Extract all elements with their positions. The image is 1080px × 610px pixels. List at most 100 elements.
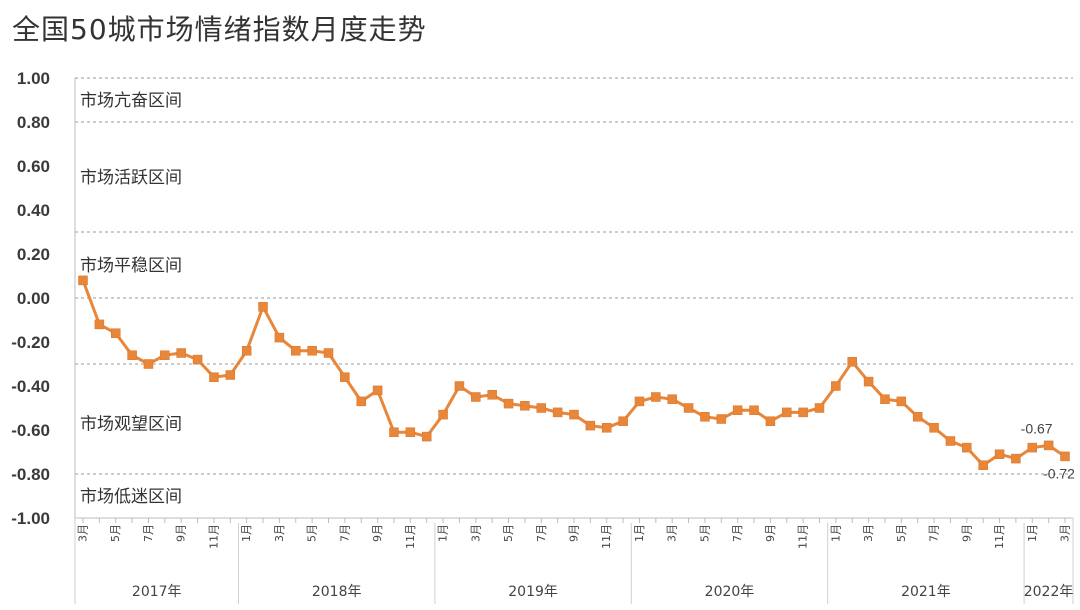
y-tick-label: 1.00 xyxy=(17,69,50,88)
data-label: -0.67 xyxy=(1021,420,1053,436)
x-tick-label: 7月 xyxy=(928,524,941,542)
y-tick-label: -1.00 xyxy=(11,509,50,528)
data-point xyxy=(389,427,399,437)
x-tick-label: 5月 xyxy=(698,524,711,542)
data-labels: -0.67 -0.72 xyxy=(1021,420,1075,481)
data-point xyxy=(847,357,857,367)
x-tick-label: 11月 xyxy=(404,524,417,549)
data-point xyxy=(814,403,825,413)
data-point xyxy=(209,372,219,382)
series xyxy=(78,275,1070,470)
y-tick-label: 0.80 xyxy=(17,113,50,132)
data-point xyxy=(1043,440,1054,451)
x-tick-label: 11月 xyxy=(600,524,613,549)
y-tick-label: -0.60 xyxy=(11,421,50,440)
y-tick-labels: 1.00 0.80 0.60 0.40 0.20 0.00 -0.20 -0.40 -0.60 -… xyxy=(11,69,50,528)
data-point xyxy=(1011,453,1021,464)
data-point xyxy=(1060,451,1070,462)
year-label: 2022年 xyxy=(1024,584,1074,600)
data-point xyxy=(192,354,203,365)
y-tick-label: 0.00 xyxy=(17,289,50,308)
x-tick-label: 3月 xyxy=(862,524,875,542)
year-label: 2019年 xyxy=(508,584,558,600)
data-point xyxy=(405,427,416,437)
data-point xyxy=(110,328,121,338)
x-tick-label: 11月 xyxy=(993,524,1006,549)
data-point xyxy=(356,396,366,407)
data-point xyxy=(782,407,792,418)
data-point xyxy=(78,275,88,286)
data-point xyxy=(552,407,563,418)
x-tick-label: 1月 xyxy=(829,524,842,542)
grid-lines xyxy=(75,77,1073,475)
data-label: -0.72 xyxy=(1043,465,1075,481)
y-tick-label: 0.20 xyxy=(17,245,50,264)
x-tick-label: 1月 xyxy=(240,524,253,542)
data-point xyxy=(667,394,677,404)
data-point xyxy=(601,423,612,433)
data-point xyxy=(1027,442,1038,453)
zone-label: 市场活跃区间 xyxy=(80,168,182,188)
data-point xyxy=(258,302,268,312)
y-tick-label: -0.20 xyxy=(11,333,50,352)
x-tick-label: 1月 xyxy=(633,524,646,542)
data-point xyxy=(536,403,547,413)
year-label: 2018年 xyxy=(312,584,362,600)
x-tick-label: 3月 xyxy=(469,524,482,542)
data-point xyxy=(863,376,874,387)
data-point xyxy=(749,405,759,415)
year-label: 2020年 xyxy=(705,584,755,600)
y-tick-label: 0.60 xyxy=(17,157,50,176)
x-tick-label: 9月 xyxy=(175,524,188,542)
data-point xyxy=(912,412,923,422)
data-point xyxy=(732,405,743,415)
data-point xyxy=(340,372,350,382)
data-point xyxy=(471,392,481,402)
year-labels: 2017年 2018年 2019年 2020年 2021年 2022年 xyxy=(132,584,1073,600)
x-tick-label: 7月 xyxy=(338,524,351,542)
data-point xyxy=(585,420,596,431)
data-point xyxy=(487,390,497,400)
data-point xyxy=(372,385,383,396)
data-point xyxy=(291,346,301,356)
x-tick-label: 1月 xyxy=(1026,524,1039,542)
x-tick-label: 5月 xyxy=(502,524,515,542)
x-tick-label: 5月 xyxy=(109,524,122,542)
data-point xyxy=(569,409,579,420)
data-point xyxy=(962,442,972,453)
data-point xyxy=(421,431,432,442)
data-point xyxy=(176,348,186,358)
y-tick-label: -0.80 xyxy=(11,465,50,484)
x-tick-label: 7月 xyxy=(535,524,548,542)
data-point xyxy=(241,346,252,356)
data-point xyxy=(307,346,317,356)
data-point xyxy=(225,370,236,380)
data-point xyxy=(274,332,285,343)
data-point xyxy=(634,396,645,407)
data-point xyxy=(700,412,710,422)
x-tick-label: 7月 xyxy=(142,524,155,542)
x-tick-label: 3月 xyxy=(273,524,286,542)
y-tick-label: 0.40 xyxy=(17,201,50,220)
data-point xyxy=(143,359,154,369)
data-point xyxy=(683,403,694,413)
data-point xyxy=(798,407,808,418)
data-point xyxy=(438,409,448,420)
x-tick-label: 9月 xyxy=(371,524,384,542)
zone-label: 市场观望区间 xyxy=(80,414,182,434)
data-point xyxy=(618,416,628,426)
axes xyxy=(74,78,1074,604)
zone-label: 市场平稳区间 xyxy=(80,256,182,276)
data-point xyxy=(127,350,137,360)
x-tick-label: 7月 xyxy=(731,524,744,542)
x-tick-labels: 3月 5月 7月 9月 11月 1月 3月 5月 7月 9月 11月 1月 3月 5月 7月 9月 11月 1月 3… xyxy=(77,524,1072,549)
data-point xyxy=(520,401,530,411)
data-point xyxy=(323,348,334,358)
data-point xyxy=(651,392,661,402)
x-tick-label: 3月 xyxy=(1059,524,1072,542)
year-label: 2021年 xyxy=(901,584,951,600)
x-tick-label: 11月 xyxy=(797,524,810,549)
data-point xyxy=(454,381,465,391)
